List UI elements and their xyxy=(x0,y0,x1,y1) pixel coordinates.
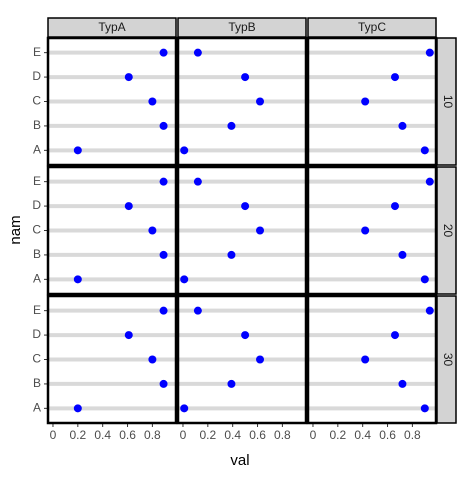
dot xyxy=(159,177,168,186)
dot xyxy=(180,275,189,284)
dot xyxy=(227,379,236,388)
y-tick-label: E xyxy=(33,174,41,188)
panel-border xyxy=(306,294,438,425)
y-tick-label: D xyxy=(32,198,41,212)
x-tick-label: 0 xyxy=(50,428,57,442)
dot xyxy=(227,121,236,130)
y-tick-label: D xyxy=(32,327,41,341)
x-tick-label: 0.6 xyxy=(119,428,136,442)
dot xyxy=(420,275,429,284)
strip-label: 10 xyxy=(441,95,455,109)
dot xyxy=(124,202,133,211)
y-tick-label: E xyxy=(33,45,41,59)
panel-border xyxy=(46,294,178,425)
dot xyxy=(256,97,265,106)
x-tick-label: 0 xyxy=(180,428,187,442)
panel-border xyxy=(176,165,308,296)
dot xyxy=(193,177,202,186)
dot xyxy=(180,404,189,413)
dot xyxy=(256,226,265,235)
dot xyxy=(425,177,434,186)
dot xyxy=(241,202,250,211)
dot xyxy=(227,250,236,259)
dot xyxy=(73,404,82,413)
dot xyxy=(361,226,370,235)
x-tick-label: 0.8 xyxy=(274,428,291,442)
strip-label: TypA xyxy=(98,20,125,34)
dot xyxy=(148,97,157,106)
x-tick-label: 0.4 xyxy=(94,428,111,442)
panel-border xyxy=(46,36,178,167)
dot xyxy=(159,306,168,315)
x-tick-label: 0.2 xyxy=(69,428,86,442)
dot xyxy=(361,97,370,106)
x-tick-label: 0.4 xyxy=(354,428,371,442)
x-tick-label: 0.4 xyxy=(224,428,241,442)
y-tick-label: A xyxy=(33,272,41,286)
y-tick-label: C xyxy=(32,94,41,108)
dot xyxy=(390,202,399,211)
y-tick-label: A xyxy=(33,401,41,415)
x-tick-label: 0.8 xyxy=(404,428,421,442)
x-tick-label: 0.8 xyxy=(144,428,161,442)
y-tick-label: A xyxy=(33,143,41,157)
dot xyxy=(124,73,133,82)
dot xyxy=(159,48,168,57)
y-tick-label: B xyxy=(33,376,41,390)
y-tick-label: B xyxy=(33,247,41,261)
dot xyxy=(193,306,202,315)
dot xyxy=(124,331,133,340)
dot xyxy=(425,48,434,57)
panel-border xyxy=(306,36,438,167)
x-axis-title: val xyxy=(230,452,249,469)
dot xyxy=(193,48,202,57)
dot xyxy=(390,73,399,82)
y-tick-label: C xyxy=(32,352,41,366)
strip-label: 30 xyxy=(441,353,455,367)
dot xyxy=(148,226,157,235)
y-axis-title: nam xyxy=(7,215,24,244)
dot xyxy=(73,275,82,284)
dot xyxy=(73,146,82,155)
dot xyxy=(390,331,399,340)
dot xyxy=(159,379,168,388)
dot xyxy=(256,355,265,364)
dot xyxy=(180,146,189,155)
strip-label: TypC xyxy=(358,20,386,34)
dot xyxy=(241,73,250,82)
dot xyxy=(420,146,429,155)
y-tick-label: B xyxy=(33,118,41,132)
dot xyxy=(148,355,157,364)
x-tick-label: 0 xyxy=(310,428,317,442)
dot xyxy=(420,404,429,413)
dot xyxy=(361,355,370,364)
dot xyxy=(159,250,168,259)
dot xyxy=(241,331,250,340)
dot xyxy=(398,121,407,130)
y-tick-label: E xyxy=(33,303,41,317)
dot xyxy=(398,250,407,259)
y-tick-label: C xyxy=(32,223,41,237)
y-tick-label: D xyxy=(32,69,41,83)
x-tick-label: 0.6 xyxy=(379,428,396,442)
strip-label: TypB xyxy=(228,20,255,34)
x-tick-label: 0.6 xyxy=(249,428,266,442)
x-tick-label: 0.2 xyxy=(199,428,216,442)
panel-border xyxy=(306,165,438,296)
dot xyxy=(159,121,168,130)
panel-border xyxy=(46,165,178,296)
panel-border xyxy=(176,36,308,167)
dot xyxy=(398,379,407,388)
x-tick-label: 0.2 xyxy=(329,428,346,442)
strip-label: 20 xyxy=(441,224,455,238)
panel-border xyxy=(176,294,308,425)
dot xyxy=(425,306,434,315)
